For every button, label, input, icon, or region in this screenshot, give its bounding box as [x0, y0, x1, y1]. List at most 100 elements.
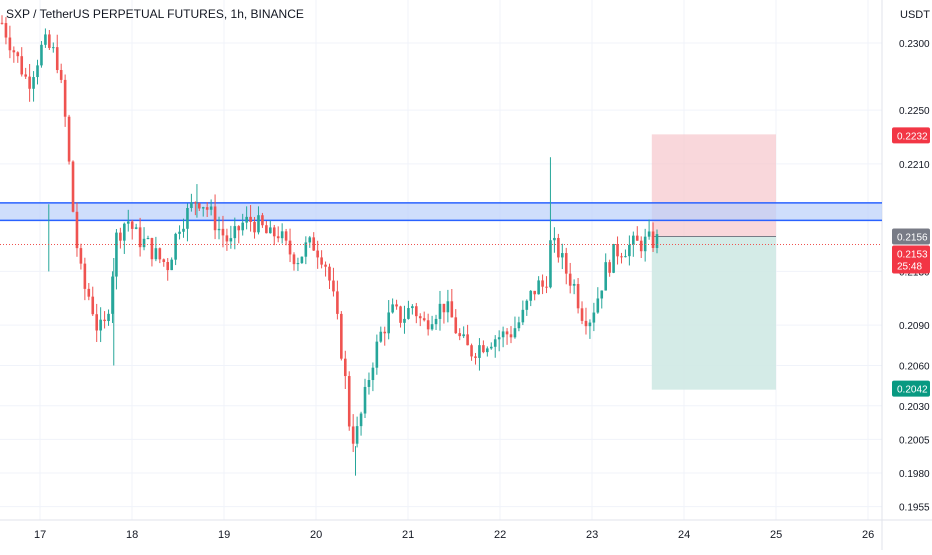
x-tick-label: 26 — [862, 529, 874, 541]
candle-body — [134, 227, 138, 229]
x-tick-label: 18 — [126, 529, 138, 541]
candle-body — [454, 317, 458, 334]
candle-body — [8, 37, 12, 51]
candle-body — [324, 264, 327, 267]
candle-body — [553, 237, 556, 241]
candle-body — [241, 222, 244, 231]
candle-body — [174, 233, 177, 260]
y-tick-label: 0.2060 — [899, 361, 930, 372]
candle-body — [466, 334, 469, 346]
stop-loss-zone — [651, 134, 776, 237]
candle-body — [12, 50, 16, 53]
candle-body — [624, 256, 627, 258]
sr-zone — [0, 202, 882, 221]
candle-body — [375, 341, 379, 368]
current-price-badge-text: 25:48 — [897, 261, 922, 272]
candle-body — [40, 44, 43, 66]
candle-body — [596, 298, 600, 313]
candle-body — [288, 240, 292, 255]
candle-body — [399, 306, 402, 323]
candle-body — [4, 23, 8, 38]
candle-body — [280, 231, 284, 239]
currency-label: USDT — [900, 9, 930, 21]
candle-body — [537, 280, 540, 295]
candle-body — [201, 207, 205, 209]
current-price-badge — [892, 245, 930, 274]
candle-body — [233, 226, 237, 239]
candle-body — [442, 303, 446, 313]
candle-body — [549, 240, 552, 288]
candle-body — [521, 309, 525, 323]
candle-body — [197, 203, 201, 209]
y-tick-label: 0.2300 — [899, 39, 930, 50]
candle-body — [83, 263, 87, 289]
candle-body — [486, 348, 489, 353]
candle-body — [178, 231, 181, 234]
candle-body — [359, 413, 363, 427]
candle-body — [347, 376, 351, 427]
y-tick-label: 0.2250 — [899, 106, 930, 117]
y-tick-label: 0.2090 — [899, 321, 930, 332]
candle-body — [411, 306, 414, 309]
candle-body — [616, 244, 619, 257]
candle-body — [588, 322, 592, 327]
candle-body — [119, 232, 122, 241]
candle-body — [20, 56, 24, 75]
candle-body — [36, 65, 39, 78]
candle-body — [71, 161, 75, 212]
candle-body — [639, 240, 643, 252]
candle-body — [95, 314, 98, 331]
candle-body — [517, 322, 521, 329]
candle-body — [592, 312, 596, 323]
candle-body — [261, 215, 264, 226]
candle-body — [505, 331, 509, 335]
candle-body — [59, 70, 63, 80]
candle-body — [300, 256, 304, 264]
candle-body — [422, 318, 426, 321]
candle-body — [533, 290, 536, 295]
candle-body — [450, 301, 454, 318]
candle-body — [651, 231, 655, 249]
candle-body — [363, 386, 367, 414]
x-tick-label: 25 — [770, 529, 782, 541]
candle-body — [67, 116, 71, 162]
candle-body — [529, 290, 533, 301]
y-tick-label: 0.2005 — [899, 435, 930, 446]
candle-body — [87, 288, 91, 297]
candle-body — [418, 316, 422, 319]
candle-body — [154, 248, 158, 260]
candle-body — [44, 34, 47, 45]
chart-title: SXP / TetherUS PERPETUAL FUTURES, 1h, BI… — [6, 7, 304, 21]
candle-body — [32, 77, 35, 89]
candle-body — [584, 320, 588, 327]
x-tick-label: 23 — [586, 529, 598, 541]
candle-body — [568, 273, 572, 286]
candle-body — [103, 319, 106, 322]
candle-body — [312, 237, 316, 251]
candle-body — [162, 259, 166, 262]
candle-body — [541, 280, 544, 287]
candle-body — [257, 215, 260, 233]
candle-body — [635, 235, 639, 241]
candle-body — [229, 238, 233, 242]
candle-body — [525, 300, 529, 310]
candle-body — [438, 303, 442, 319]
candle-body — [462, 334, 465, 337]
candle-body — [142, 238, 146, 248]
candle-body — [493, 339, 497, 347]
candle-body — [620, 256, 623, 258]
candle-body — [632, 235, 635, 245]
candle-body — [383, 331, 387, 334]
candle-body — [296, 263, 300, 265]
candle-body — [355, 426, 359, 444]
candle-body — [395, 304, 398, 307]
candle-body — [249, 216, 252, 222]
candle-body — [564, 253, 568, 274]
candle-body — [628, 244, 631, 257]
candle-body — [138, 227, 142, 248]
candle-body — [115, 232, 118, 277]
candle-body — [126, 221, 130, 224]
candle-body — [474, 356, 477, 358]
